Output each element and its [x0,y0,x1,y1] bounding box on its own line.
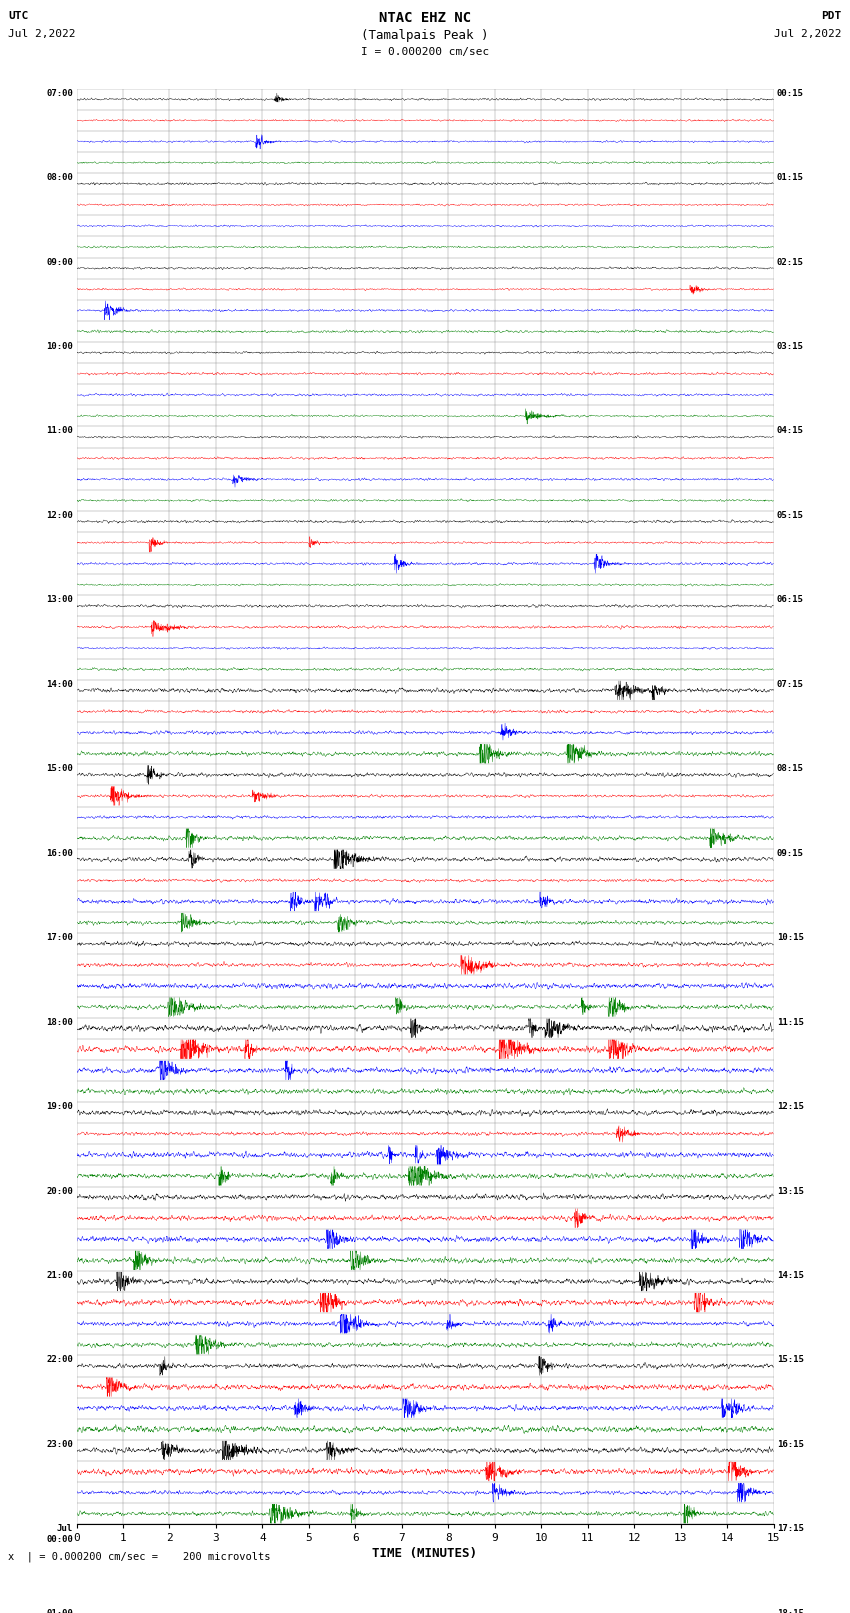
Text: 03:15: 03:15 [777,342,804,352]
Text: 18:00: 18:00 [46,1018,73,1026]
Text: 13:15: 13:15 [777,1187,804,1195]
Text: 23:00: 23:00 [46,1440,73,1448]
Text: 17:00: 17:00 [46,934,73,942]
Text: 22:00: 22:00 [46,1355,73,1365]
Text: 08:15: 08:15 [777,765,804,773]
Text: 15:00: 15:00 [46,765,73,773]
Text: 10:15: 10:15 [777,934,804,942]
Text: 18:15: 18:15 [777,1608,804,1613]
Text: Jul 2,2022: Jul 2,2022 [8,29,76,39]
Text: 16:15: 16:15 [777,1440,804,1448]
Text: 11:15: 11:15 [777,1018,804,1026]
Text: 13:00: 13:00 [46,595,73,605]
Text: 01:00: 01:00 [46,1608,73,1613]
Text: NTAC EHZ NC: NTAC EHZ NC [379,11,471,26]
X-axis label: TIME (MINUTES): TIME (MINUTES) [372,1547,478,1560]
Text: UTC: UTC [8,11,29,21]
Text: 14:15: 14:15 [777,1271,804,1281]
Text: (Tamalpais Peak ): (Tamalpais Peak ) [361,29,489,42]
Text: 02:15: 02:15 [777,258,804,266]
Text: 19:00: 19:00 [46,1102,73,1111]
Text: 01:15: 01:15 [777,173,804,182]
Text: 09:00: 09:00 [46,258,73,266]
Text: 05:15: 05:15 [777,511,804,519]
Text: 14:00: 14:00 [46,679,73,689]
Text: I = 0.000200 cm/sec: I = 0.000200 cm/sec [361,47,489,56]
Text: 09:15: 09:15 [777,848,804,858]
Text: 11:00: 11:00 [46,426,73,436]
Text: 00:15: 00:15 [777,89,804,98]
Text: 21:00: 21:00 [46,1271,73,1281]
Text: Jul 2,2022: Jul 2,2022 [774,29,842,39]
Text: 04:15: 04:15 [777,426,804,436]
Text: 16:00: 16:00 [46,848,73,858]
Text: 00:00: 00:00 [46,1536,73,1544]
Text: 07:00: 07:00 [46,89,73,98]
Text: x  | = 0.000200 cm/sec =    200 microvolts: x | = 0.000200 cm/sec = 200 microvolts [8,1552,271,1563]
Text: 12:00: 12:00 [46,511,73,519]
Text: 06:15: 06:15 [777,595,804,605]
Text: 17:15: 17:15 [777,1524,804,1534]
Text: 15:15: 15:15 [777,1355,804,1365]
Text: 12:15: 12:15 [777,1102,804,1111]
Text: Jul: Jul [57,1524,73,1534]
Text: PDT: PDT [821,11,842,21]
Text: 20:00: 20:00 [46,1187,73,1195]
Text: 08:00: 08:00 [46,173,73,182]
Text: 07:15: 07:15 [777,679,804,689]
Text: 10:00: 10:00 [46,342,73,352]
